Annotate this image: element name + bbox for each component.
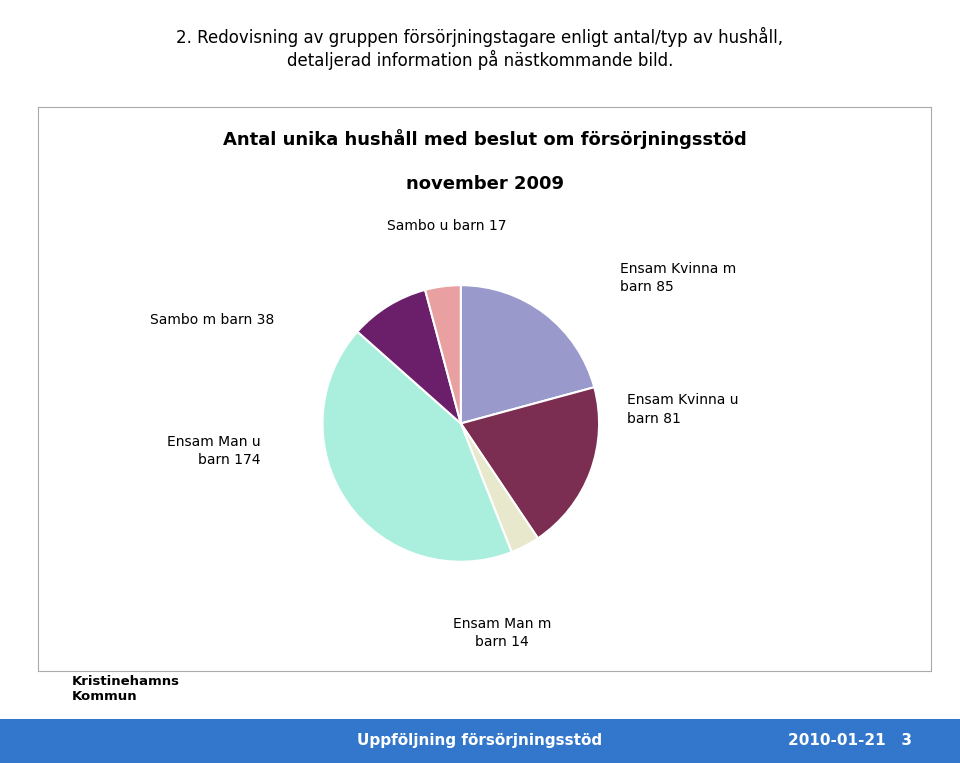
Wedge shape bbox=[357, 290, 461, 423]
Text: Antal unika hushåll med beslut om försörjningsstöd: Antal unika hushåll med beslut om försör… bbox=[223, 130, 747, 150]
Text: Ensam Man m
barn 14: Ensam Man m barn 14 bbox=[453, 617, 551, 649]
Text: Ensam Kvinna m
barn 85: Ensam Kvinna m barn 85 bbox=[620, 262, 736, 295]
Wedge shape bbox=[323, 332, 512, 562]
Text: 2010-01-21   3: 2010-01-21 3 bbox=[788, 733, 912, 749]
Text: Kristinehamns
Kommun: Kristinehamns Kommun bbox=[72, 675, 180, 703]
Text: Uppföljning försörjningsstöd: Uppföljning försörjningsstöd bbox=[357, 733, 603, 749]
Wedge shape bbox=[461, 285, 594, 423]
Text: Sambo u barn 17: Sambo u barn 17 bbox=[387, 219, 507, 233]
Text: Sambo m barn 38: Sambo m barn 38 bbox=[150, 313, 275, 327]
Wedge shape bbox=[425, 285, 461, 423]
Text: Ensam Kvinna u
barn 81: Ensam Kvinna u barn 81 bbox=[627, 394, 738, 426]
Wedge shape bbox=[461, 423, 538, 552]
Wedge shape bbox=[461, 388, 599, 538]
Text: november 2009: november 2009 bbox=[406, 175, 564, 192]
Text: Ensam Man u
barn 174: Ensam Man u barn 174 bbox=[167, 435, 260, 467]
Text: 2. Redovisning av gruppen försörjningstagare enligt antal/typ av hushåll,
detalj: 2. Redovisning av gruppen försörjningsta… bbox=[177, 27, 783, 70]
